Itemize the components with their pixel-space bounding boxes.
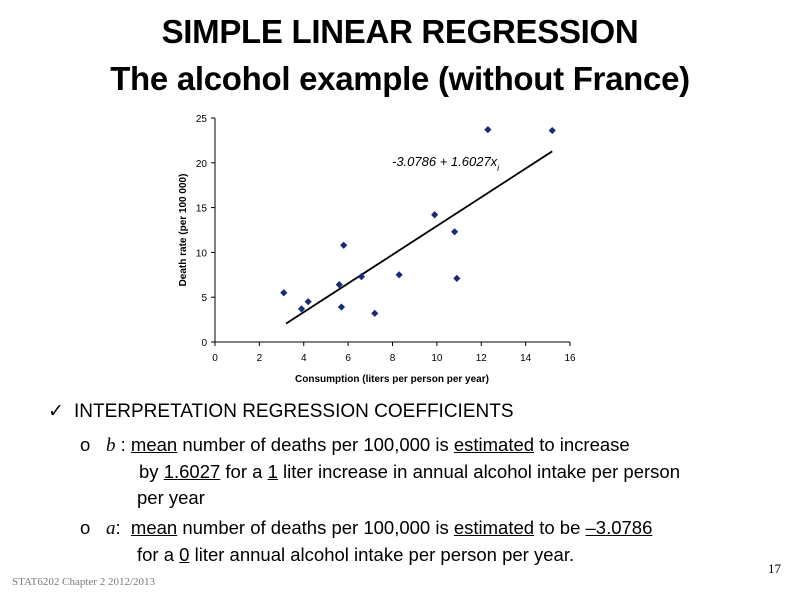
y-tick-label: 0 bbox=[201, 338, 207, 349]
text-part: : bbox=[115, 517, 131, 538]
data-point bbox=[395, 271, 403, 279]
text-underlined: mean bbox=[130, 517, 178, 538]
y-axis-label: Death rate (per 100 000) bbox=[178, 174, 189, 287]
data-point bbox=[484, 126, 492, 134]
data-point bbox=[337, 303, 346, 311]
x-tick-label: 0 bbox=[212, 353, 218, 364]
data-point bbox=[548, 126, 556, 135]
x-tick-label: 10 bbox=[431, 353, 443, 364]
data-point bbox=[431, 211, 439, 219]
x-tick-label: 16 bbox=[564, 353, 576, 364]
text-underlined: estimated bbox=[453, 517, 535, 538]
data-point bbox=[304, 298, 312, 306]
x-tick-label: 8 bbox=[390, 353, 396, 364]
slide-title-line1: SIMPLE LINEAR REGRESSION bbox=[161, 13, 639, 50]
text-underlined: estimated bbox=[453, 434, 535, 455]
page-number: 17 bbox=[768, 561, 781, 576]
chart-ticks: 0 2 4 6 8 10 12 14 16 0 5 10 15 20 25 bbox=[196, 114, 576, 364]
y-tick-label: 10 bbox=[196, 248, 208, 259]
y-tick-label: 15 bbox=[196, 204, 208, 215]
x-tick-label: 4 bbox=[301, 353, 307, 364]
data-point bbox=[335, 281, 343, 289]
symbol-b: b bbox=[106, 435, 116, 456]
x-tick-label: 2 bbox=[257, 353, 263, 364]
footer-text: STAT6202 Chapter 2 2012/2013 bbox=[12, 576, 156, 588]
data-point bbox=[340, 241, 348, 249]
list-item-a-line2: for a 0 liter annual alcohol intake per … bbox=[137, 542, 574, 568]
bullet-heading: ✓ INTERPRETATION REGRESSION COEFFICIENTS bbox=[48, 400, 514, 423]
list-item-b-line3: per year bbox=[137, 487, 205, 508]
x-axis-label: Consumption (liters per person per year) bbox=[295, 374, 489, 385]
regression-line bbox=[285, 150, 553, 325]
text-part: number of deaths per 100,000 is bbox=[177, 517, 454, 538]
list-marker: o bbox=[80, 434, 91, 455]
text-part: for a bbox=[220, 461, 268, 482]
text-underlined: –3.0786 bbox=[585, 517, 653, 538]
text-part: to increase bbox=[534, 434, 630, 455]
regression-equation: -3.0786 + 1.6027xi bbox=[392, 154, 500, 173]
text-underlined: 1.6027 bbox=[163, 461, 221, 482]
scatter-chart: 0 2 4 6 8 10 12 14 16 0 5 10 15 20 25 -3.0786 + 1.6027… bbox=[178, 114, 576, 385]
text-part: liter increase in annual alcohol intake … bbox=[277, 461, 680, 482]
data-point bbox=[280, 289, 288, 297]
x-tick-label: 14 bbox=[520, 353, 532, 364]
text-part: by bbox=[139, 461, 164, 482]
data-point bbox=[453, 274, 461, 282]
y-tick-label: 20 bbox=[196, 159, 208, 170]
data-point bbox=[371, 309, 379, 317]
text-underlined: mean bbox=[130, 434, 178, 455]
slide-title-line2: The alcohol example (without France) bbox=[110, 60, 690, 97]
text-underlined: 0 bbox=[179, 544, 190, 565]
text-underlined: 1 bbox=[267, 461, 278, 482]
list-item-b-line2: by 1.6027 for a 1 liter increase in annu… bbox=[139, 459, 680, 485]
chart-axes bbox=[214, 118, 570, 343]
list-item-a: o a: mean number of deaths per 100,000 is… bbox=[80, 515, 652, 542]
y-tick-label: 25 bbox=[196, 114, 208, 125]
list-marker: o bbox=[80, 517, 91, 538]
data-point bbox=[357, 272, 366, 281]
checkmark-icon: ✓ bbox=[48, 401, 64, 422]
bullet-heading-text: INTERPRETATION REGRESSION COEFFICIENTS bbox=[74, 401, 514, 422]
text-part: liter annual alcohol intake per person p… bbox=[189, 544, 575, 565]
equation-subscript: i bbox=[497, 163, 500, 173]
text-part: for a bbox=[137, 544, 180, 565]
text-part: : bbox=[115, 434, 131, 455]
x-tick-label: 12 bbox=[476, 353, 488, 364]
chart-points bbox=[280, 126, 556, 317]
symbol-a: a bbox=[106, 518, 116, 539]
y-tick-label: 5 bbox=[201, 293, 207, 304]
x-tick-label: 6 bbox=[345, 353, 351, 364]
text-part: number of deaths per 100,000 is bbox=[177, 434, 454, 455]
data-point bbox=[451, 228, 459, 236]
data-point bbox=[297, 305, 306, 313]
text-part: to be bbox=[534, 517, 586, 538]
